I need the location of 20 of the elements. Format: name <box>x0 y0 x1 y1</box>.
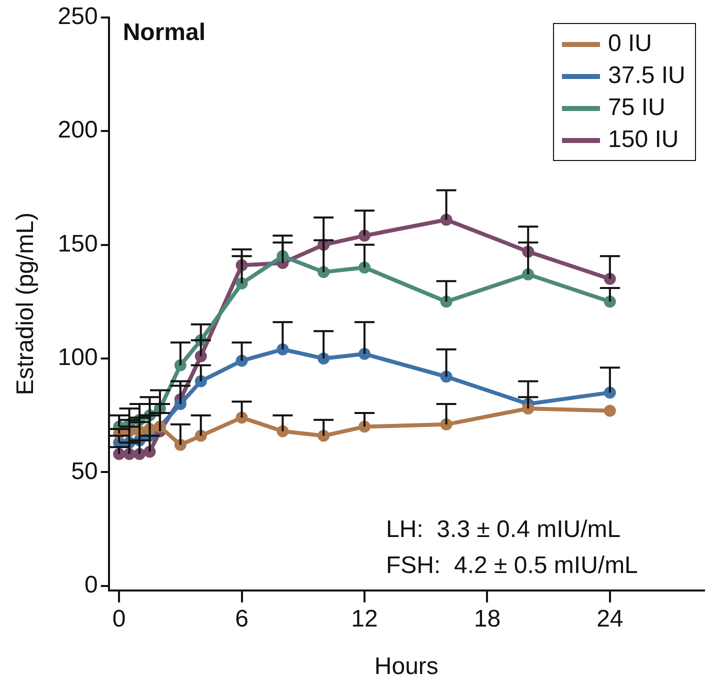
y-tick-label: 50 <box>71 458 98 485</box>
legend-label: 75 IU <box>608 94 666 122</box>
legend-label: 0 IU <box>608 30 652 58</box>
y-tick-label: 150 <box>58 230 98 258</box>
x-tick-label: 24 <box>596 605 624 632</box>
annotation: LH: 3.3 ± 0.4 mIU/mL <box>386 516 621 544</box>
x-axis-title: Hours <box>374 653 438 680</box>
x-tick-label: 0 <box>112 605 126 632</box>
legend-label: 37.5 IU <box>608 62 686 90</box>
y-tick-label: 250 <box>58 3 98 30</box>
y-tick-label: 0 <box>84 571 98 598</box>
annotation: FSH: 4.2 ± 0.5 mIU/mL <box>386 552 638 580</box>
x-tick-label: 12 <box>351 605 378 632</box>
y-tick-label: 200 <box>58 116 98 144</box>
x-tick-label: 6 <box>235 605 248 632</box>
y-axis-title: Estradiol (pg/mL) <box>12 212 40 396</box>
y-tick-label: 100 <box>58 344 98 372</box>
chart-title: Normal <box>122 19 206 46</box>
x-tick-label: 18 <box>474 605 501 632</box>
legend-label: 150 IU <box>608 126 679 154</box>
